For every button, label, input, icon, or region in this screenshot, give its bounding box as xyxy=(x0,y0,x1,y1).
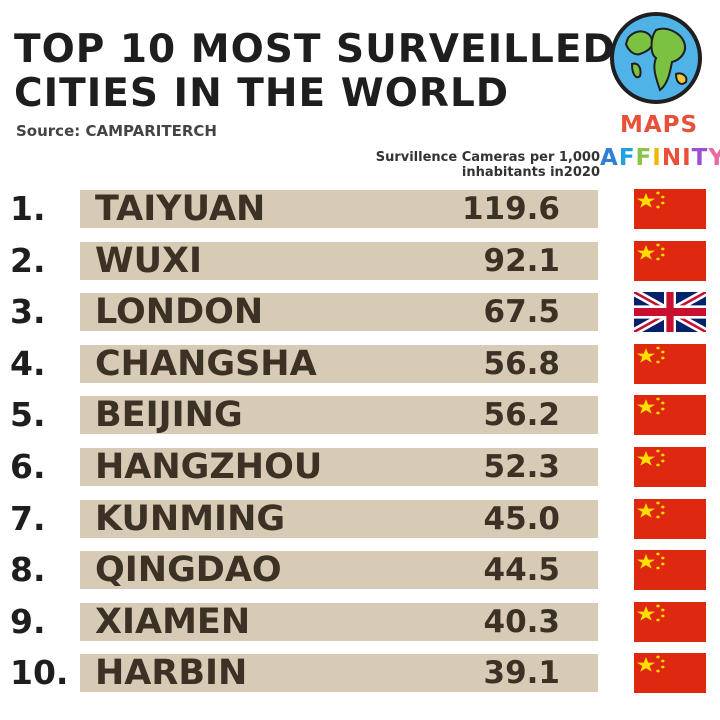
rank-label: 9. xyxy=(10,601,46,641)
page-title: TOP 10 MOST SURVEILLED CITIES IN THE WOR… xyxy=(14,28,616,116)
table-row: 2. WUXI 92.1 xyxy=(0,238,720,284)
row-bar xyxy=(80,190,598,228)
rank-label: 3. xyxy=(10,292,46,332)
china-flag-icon xyxy=(634,601,706,642)
city-name: HANGZHOU xyxy=(95,447,323,487)
logo-letter: N xyxy=(661,145,683,171)
rank-label: 6. xyxy=(10,447,46,486)
camera-value: 67.5 xyxy=(483,294,561,331)
logo-letter: I xyxy=(682,145,692,171)
logo-affinity-text: AFFINITY xyxy=(600,145,720,171)
row-bar xyxy=(80,551,598,590)
table-row: 5. BEIJING 56.2 xyxy=(0,392,720,438)
rank-label: 7. xyxy=(10,498,46,538)
city-name: QINGDAO xyxy=(95,550,282,591)
column-header-line-1: Survillence Cameras per 1,000 xyxy=(375,150,600,165)
rank-label: 10. xyxy=(10,653,69,693)
row-bar xyxy=(80,344,598,383)
logo-letter: A xyxy=(600,145,619,171)
camera-value: 40.3 xyxy=(483,603,561,640)
camera-value: 56.8 xyxy=(483,345,561,382)
table-row: 8. QINGDAO 44.5 xyxy=(0,547,720,593)
camera-value: 39.1 xyxy=(483,655,561,692)
uk-flag-icon xyxy=(632,288,708,336)
table-row: 4. CHANGSHA 56.8 xyxy=(0,341,720,387)
china-flag-icon xyxy=(634,395,706,436)
camera-value: 119.6 xyxy=(461,191,560,227)
logo-maps-text: MAPS xyxy=(619,112,699,138)
table-row: 3. LONDON 67.5 xyxy=(0,288,720,336)
rank-label: 1. xyxy=(10,189,46,228)
row-bar xyxy=(80,654,598,693)
row-bar xyxy=(80,448,598,486)
table-row: 9. XIAMEN 40.3 xyxy=(0,599,720,645)
camera-value: 52.3 xyxy=(483,449,561,485)
camera-value: 56.2 xyxy=(483,397,561,434)
table-row: 1. TAIYUAN 119.6 xyxy=(0,186,720,232)
source-label: Source: CAMPARITERCH xyxy=(16,122,217,140)
city-name: BEIJING xyxy=(95,395,243,436)
logo-letter: F xyxy=(635,145,653,171)
city-name: WUXI xyxy=(95,240,203,281)
china-flag-icon xyxy=(634,343,706,384)
rank-label: 8. xyxy=(10,550,46,590)
globe-logo-icon xyxy=(610,12,702,104)
china-flag-icon xyxy=(634,550,706,591)
logo-letter: F xyxy=(618,145,636,171)
city-name: CHANGSHA xyxy=(95,343,317,384)
rank-label: 5. xyxy=(10,395,46,435)
row-bar xyxy=(80,499,598,538)
china-flag-icon xyxy=(634,498,706,539)
row-bar xyxy=(80,293,598,332)
china-flag-icon xyxy=(634,240,706,281)
row-bar xyxy=(80,241,598,280)
camera-value: 44.5 xyxy=(483,552,561,589)
china-flag-icon xyxy=(634,653,706,694)
logo-letter: Y xyxy=(708,145,720,171)
rank-label: 2. xyxy=(10,240,46,280)
title-line-2: CITIES IN THE WORLD xyxy=(14,71,510,116)
city-name: TAIYUAN xyxy=(95,189,266,229)
table-row: 10. HARBIN 39.1 xyxy=(0,650,720,696)
city-name: KUNMING xyxy=(95,498,286,539)
table-row: 6. HANGZHOU 52.3 xyxy=(0,444,720,490)
logo-letter: I xyxy=(652,145,662,171)
row-bar xyxy=(80,396,598,435)
city-name: HARBIN xyxy=(95,653,248,694)
china-flag-icon xyxy=(634,447,706,487)
city-name: LONDON xyxy=(95,292,264,333)
logo-letter: T xyxy=(691,145,709,171)
table-row: 7. KUNMING 45.0 xyxy=(0,496,720,542)
camera-value: 45.0 xyxy=(483,500,561,537)
china-flag-icon xyxy=(634,189,706,229)
city-name: XIAMEN xyxy=(95,601,251,642)
title-line-1: TOP 10 MOST SURVEILLED xyxy=(14,27,616,72)
column-header-line-2: inhabitants in2020 xyxy=(461,165,600,180)
rank-label: 4. xyxy=(10,343,46,383)
row-bar xyxy=(80,602,598,641)
column-header: Survillence Cameras per 1,000 inhabitant… xyxy=(300,150,600,180)
camera-value: 92.1 xyxy=(483,242,561,279)
